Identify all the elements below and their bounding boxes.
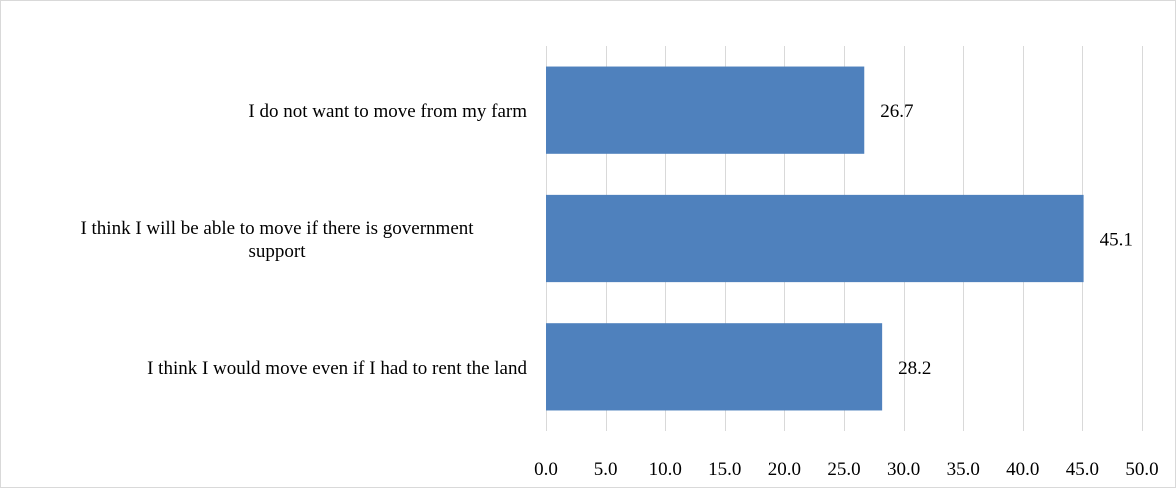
data-label-0: 26.7 (880, 101, 913, 122)
x-tick-label-1: 5.0 (594, 459, 618, 480)
x-tick-label-8: 40.0 (1006, 459, 1039, 480)
x-tick-label-7: 35.0 (947, 459, 980, 480)
x-axis-tick-labels: 0.0 5.0 10.0 15.0 20.0 25.0 30.0 35.0 40.0 45.0 50… (534, 459, 1159, 480)
category-label-1-line-0: I think I will be able to move if there … (80, 218, 474, 239)
x-tick-label-6: 30.0 (887, 459, 920, 480)
bars (546, 66, 1084, 411)
x-tick-label-4: 20.0 (768, 459, 801, 480)
data-label-2: 28.2 (898, 358, 931, 379)
bar-0 (546, 66, 865, 154)
data-labels: 26.7 45.1 28.2 (880, 101, 1133, 379)
category-labels: I do not want to move from my farm I thin… (80, 101, 527, 379)
category-label-0: I do not want to move from my farm (248, 101, 527, 122)
x-tick-label-2: 10.0 (649, 459, 682, 480)
data-label-1: 45.1 (1100, 230, 1133, 251)
bar-1 (546, 194, 1084, 283)
x-tick-label-9: 45.0 (1066, 459, 1099, 480)
x-tick-label-10: 50.0 (1125, 459, 1158, 480)
x-tick-label-0: 0.0 (534, 459, 558, 480)
x-tick-label-3: 15.0 (708, 459, 741, 480)
category-label-1: I think I will be able to move if there … (80, 218, 474, 262)
x-tick-label-5: 25.0 (827, 459, 860, 480)
bar-2 (546, 323, 883, 411)
category-label-0-line-0: I do not want to move from my farm (248, 101, 527, 122)
category-label-2: I think I would move even if I had to re… (147, 358, 527, 379)
category-label-1-line-1: support (249, 241, 307, 262)
category-label-2-line-0: I think I would move even if I had to re… (147, 358, 527, 379)
